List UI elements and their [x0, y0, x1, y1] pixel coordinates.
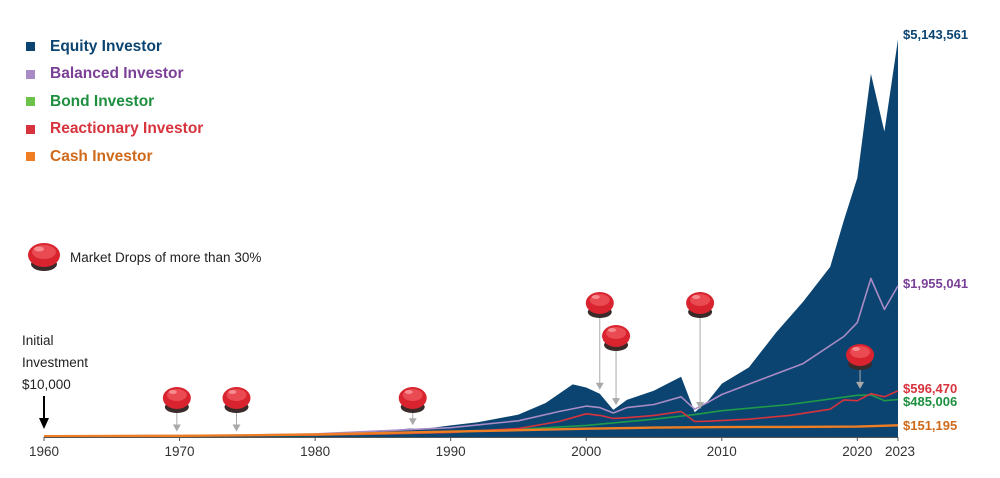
x-tick-label: 2000 [571, 444, 601, 459]
series-end-label: $596,470 [903, 381, 957, 396]
legend-swatch [26, 42, 35, 52]
legend-swatch [26, 69, 35, 79]
x-tick-label: 1980 [300, 444, 330, 459]
series-end-label: $5,143,561 [903, 27, 968, 42]
legend-swatch [26, 97, 35, 107]
legend-swatch [26, 152, 35, 162]
market-drop-marker [398, 387, 427, 426]
market-drop-marker [162, 387, 191, 432]
legend: Equity Investor Balanced Investor Bond I… [26, 33, 203, 171]
series-line-cash [43, 424, 899, 438]
x-tick-label: 2010 [707, 444, 737, 459]
series-end-labels: $5,143,561 $1,955,041 $596,470$485,006 $151… [903, 27, 968, 433]
market-drop-marker [602, 325, 631, 406]
x-tick-label: 2023 [885, 444, 915, 459]
market-drop-marker [686, 292, 715, 410]
market-drop-marker [585, 292, 614, 390]
legend-label: Bond Investor [50, 92, 155, 110]
legend-swatch [26, 124, 35, 134]
x-tick-label: 1990 [436, 444, 466, 459]
legend-label: Balanced Investor [50, 65, 184, 83]
legend-label: Equity Investor [50, 37, 162, 55]
x-tick-label: 2020 [842, 444, 872, 459]
market-drop-marker [222, 387, 251, 432]
legend-item-cash: Cash Investor [26, 143, 203, 171]
annotation-line: $10,000 [22, 377, 71, 392]
series-area-equity [44, 39, 898, 438]
annotation-line: Initial [22, 333, 54, 348]
series-end-label: $151,195 [903, 418, 957, 433]
annotation-line: Investment [22, 355, 89, 370]
legend-item-bond: Bond Investor [26, 88, 203, 116]
initial-investment-annotation: Initial Investment $10,000 [22, 330, 88, 396]
market-drops-legend-label: Market Drops of more than 30% [70, 249, 262, 265]
market-drop-marker [846, 344, 875, 389]
legend-label: Cash Investor [50, 147, 153, 165]
x-tick-label: 1960 [29, 444, 59, 459]
series-end-label: $485,006 [903, 394, 957, 409]
market-drops-legend: Market Drops of more than 30% [26, 240, 261, 274]
series-end-label: $1,955,041 [903, 276, 968, 291]
legend-item-balanced: Balanced Investor [26, 61, 203, 89]
legend-label: Reactionary Investor [50, 120, 204, 138]
market-drop-icon [28, 243, 60, 271]
x-axis-ticks: 1960 1970 1980 1990 2000 2010 2020 2023 [29, 437, 915, 459]
legend-item-equity: Equity Investor [26, 33, 203, 61]
x-tick-label: 1970 [165, 444, 195, 459]
legend-item-reactionary: Reactionary Investor [26, 116, 203, 144]
market-drop-markers [162, 292, 875, 432]
plot-area [43, 39, 899, 438]
initial-investment-arrow [39, 396, 49, 429]
